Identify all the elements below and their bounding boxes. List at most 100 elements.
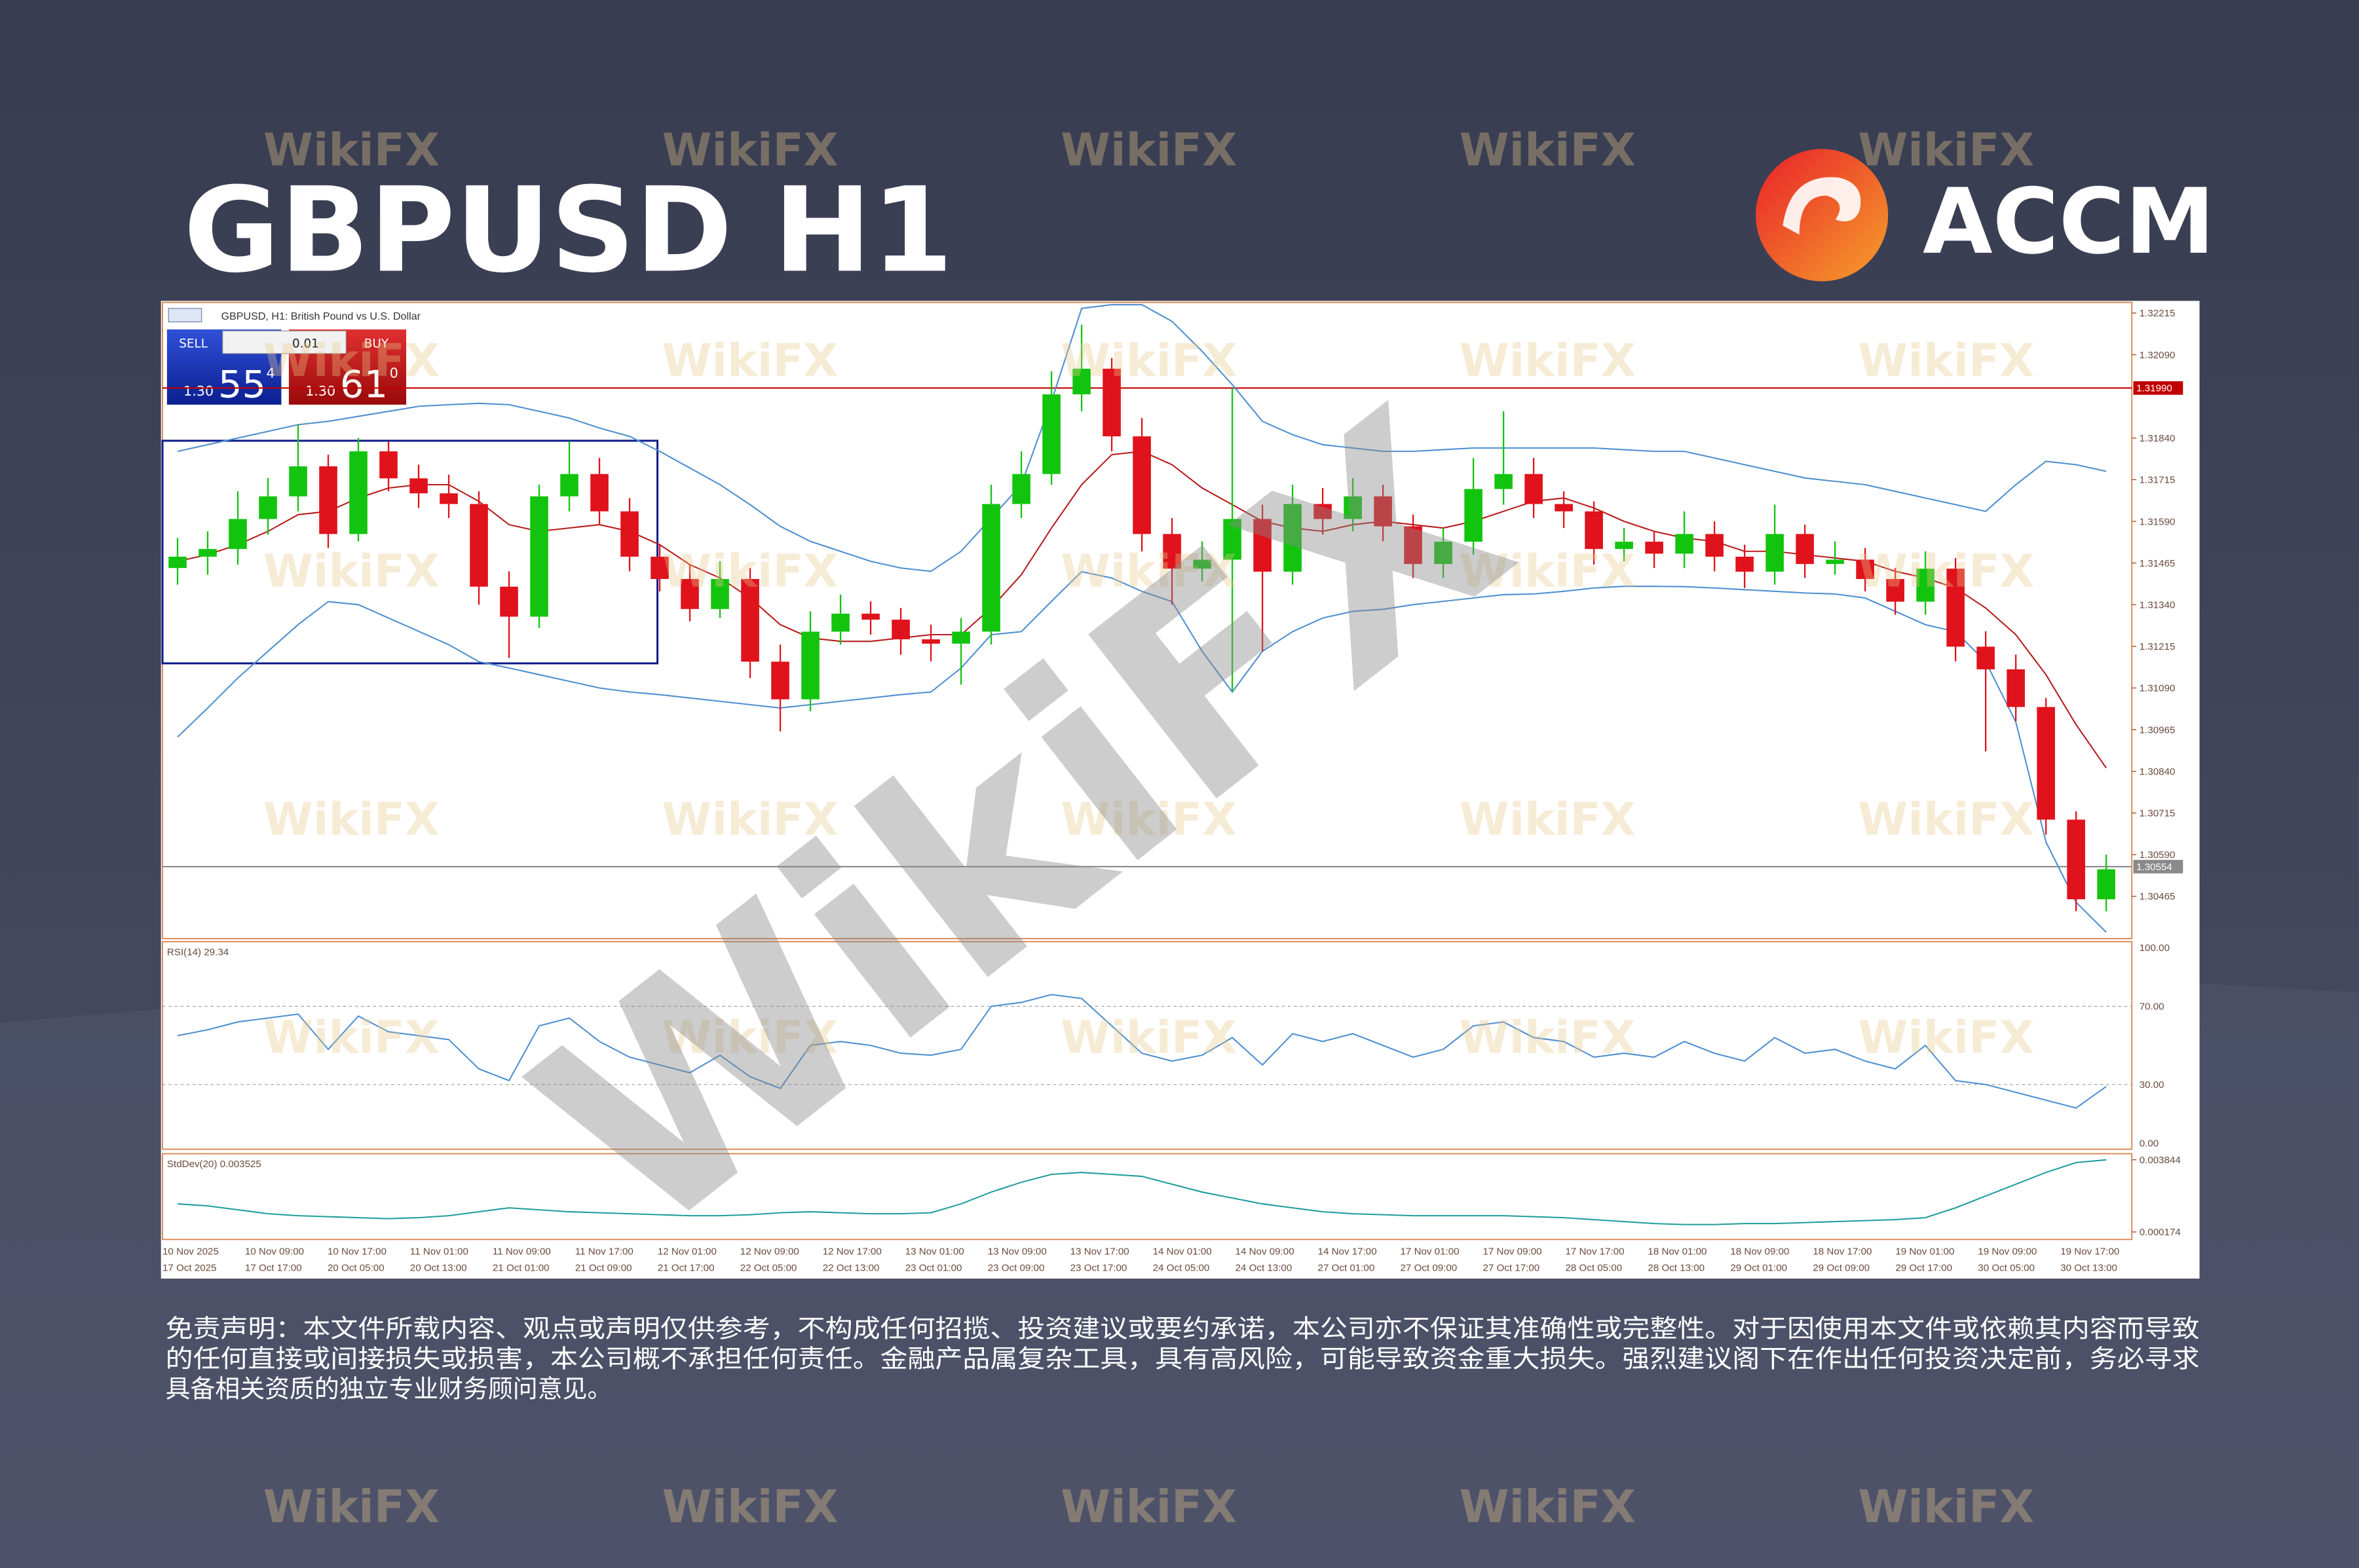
lot-value[interactable]: 0.01 (292, 337, 319, 351)
chart: GBPUSD, H1: British Pound vs U.S. Dollar… (161, 301, 2183, 1274)
lot-field[interactable] (222, 330, 347, 354)
bid-main: 55 (218, 362, 266, 406)
y-tick-label: 1.32215 (2140, 308, 2176, 319)
logo-mark (1756, 149, 1889, 282)
candle-body (1675, 534, 1693, 554)
candle-body (1163, 534, 1181, 569)
candle-body (1645, 542, 1663, 554)
disclaimer-line: 免责声明：本文件所载内容、观点或声明仅供参考，不构成任何招揽、投资建议或要约承诺… (166, 1315, 2200, 1343)
sell-button[interactable]: SELL (179, 337, 208, 351)
watermark: WikiFX (662, 335, 838, 387)
trade-panel: SELL BUY 0.01 1.30 55 4 1.30 61 0 (166, 329, 407, 406)
x-tick-label: 24 Oct 13:00 (1236, 1263, 1293, 1274)
candle-body (198, 549, 217, 557)
x-tick-label: 10 Nov 17:00 (328, 1246, 387, 1257)
stddev-panel-border (162, 1153, 2133, 1241)
x-tick-label: 10 Nov 09:00 (245, 1246, 304, 1257)
x-tick-label: 23 Oct 17:00 (1070, 1263, 1127, 1274)
candle-body (1133, 436, 1151, 534)
candle-body (922, 639, 940, 644)
watermark: WikiFX (263, 124, 440, 177)
y-tick-label: 1.30465 (2140, 891, 2176, 903)
candle-body (1765, 534, 1784, 572)
candle-body (1886, 579, 1904, 602)
watermark: WikiFX (662, 1481, 838, 1533)
candle-body (1524, 474, 1543, 504)
candle-body (1916, 569, 1934, 602)
y-tick-label: 70.00 (2140, 1001, 2164, 1013)
watermark: WikiFX (662, 546, 838, 598)
candle-body (982, 504, 1000, 632)
stddev-line (177, 1159, 2107, 1225)
watermark: WikiFX (1460, 794, 1636, 846)
x-tick-label: 20 Oct 13:00 (410, 1263, 467, 1274)
candle-body (1012, 474, 1030, 504)
y-tick-label: 1.31840 (2140, 433, 2176, 444)
candle-body (801, 631, 820, 700)
y-tick-label: 1.31215 (2140, 641, 2176, 652)
y-tick-label: 0.000174 (2140, 1227, 2181, 1238)
candle-body (319, 466, 337, 534)
price-level-tag (2133, 381, 2183, 395)
y-tick-label: 1.32090 (2140, 350, 2176, 361)
y-tick-label: 1.31715 (2140, 475, 2176, 486)
candle-body (590, 474, 609, 512)
brand-name: ACCM (1923, 170, 2215, 274)
candle-body (1976, 646, 1995, 669)
x-tick-label: 27 Oct 17:00 (1482, 1263, 1539, 1274)
candle-body (2067, 819, 2085, 900)
watermark: WikiFX (1460, 335, 1636, 387)
candle-body (2037, 707, 2055, 820)
x-tick-label: 18 Nov 17:00 (1813, 1246, 1872, 1257)
watermark: WikiFX (1858, 794, 2034, 846)
x-tick-label: 21 Oct 01:00 (493, 1263, 550, 1274)
candle-body (1313, 504, 1332, 519)
chart-window (160, 301, 2200, 1279)
bid-big: 1.30 (183, 383, 214, 399)
candle-body (1223, 519, 1241, 560)
candle-body (440, 493, 458, 504)
x-tick-label: 19 Nov 09:00 (1978, 1246, 2037, 1257)
ask-main: 61 (340, 362, 388, 406)
candle-body (500, 586, 518, 617)
candle-body (1253, 519, 1272, 572)
candle-body (168, 556, 187, 569)
watermark: WikiFX (1858, 335, 2034, 387)
y-tick-label: 1.30590 (2140, 849, 2176, 861)
x-tick-label: 10 Nov 2025 (162, 1246, 219, 1257)
disclaimer-line: 的任何直接或间接损失或损害，本公司概不承担任何责任。金融产品属复杂工具，具有高风… (166, 1345, 2200, 1373)
watermark: WikiFX (263, 1012, 440, 1064)
watermarks: WikiFX WikiFX WikiFX WikiFX WikiFX WikiFX Wiki… (263, 124, 2035, 1533)
candle-body (711, 579, 729, 609)
price-level-label: 1.30554 (2136, 861, 2172, 872)
y-tick-label: 30.00 (2140, 1079, 2164, 1091)
x-tick-label: 18 Nov 01:00 (1648, 1246, 1707, 1257)
y-tick-label: 0.003844 (2140, 1155, 2181, 1166)
watermark: WikiFX (1858, 546, 2034, 598)
x-tick-label: 13 Nov 17:00 (1070, 1246, 1129, 1257)
candle-body (1464, 489, 1482, 542)
y-tick-label: 100.00 (2140, 943, 2170, 954)
x-tick-label: 20 Oct 05:00 (328, 1263, 385, 1274)
candle-body (681, 579, 699, 609)
candle-body (1796, 534, 1814, 565)
stddev-title: StdDev(20) 0.003525 (167, 1159, 261, 1170)
candle-body (2097, 869, 2115, 900)
x-tick-label: 17 Nov 17:00 (1565, 1246, 1624, 1257)
buy-button[interactable]: BUY (364, 337, 389, 351)
x-tick-label: 18 Nov 09:00 (1730, 1246, 1789, 1257)
x-tick-label: 19 Nov 17:00 (2060, 1246, 2119, 1257)
x-tick-label: 14 Nov 01:00 (1153, 1246, 1212, 1257)
candle-body (741, 579, 759, 662)
candle-body (1555, 504, 1573, 512)
candle-body (1826, 559, 1844, 565)
watermark: WikiFX (1460, 546, 1636, 598)
x-tick-label: 14 Nov 17:00 (1318, 1246, 1377, 1257)
x-tick-label: 28 Oct 05:00 (1565, 1263, 1622, 1274)
candle-body (1072, 368, 1091, 395)
candle-body (1042, 394, 1061, 474)
x-tick-label: 11 Nov 09:00 (493, 1246, 551, 1257)
y-tick-label: 1.31090 (2140, 683, 2176, 694)
